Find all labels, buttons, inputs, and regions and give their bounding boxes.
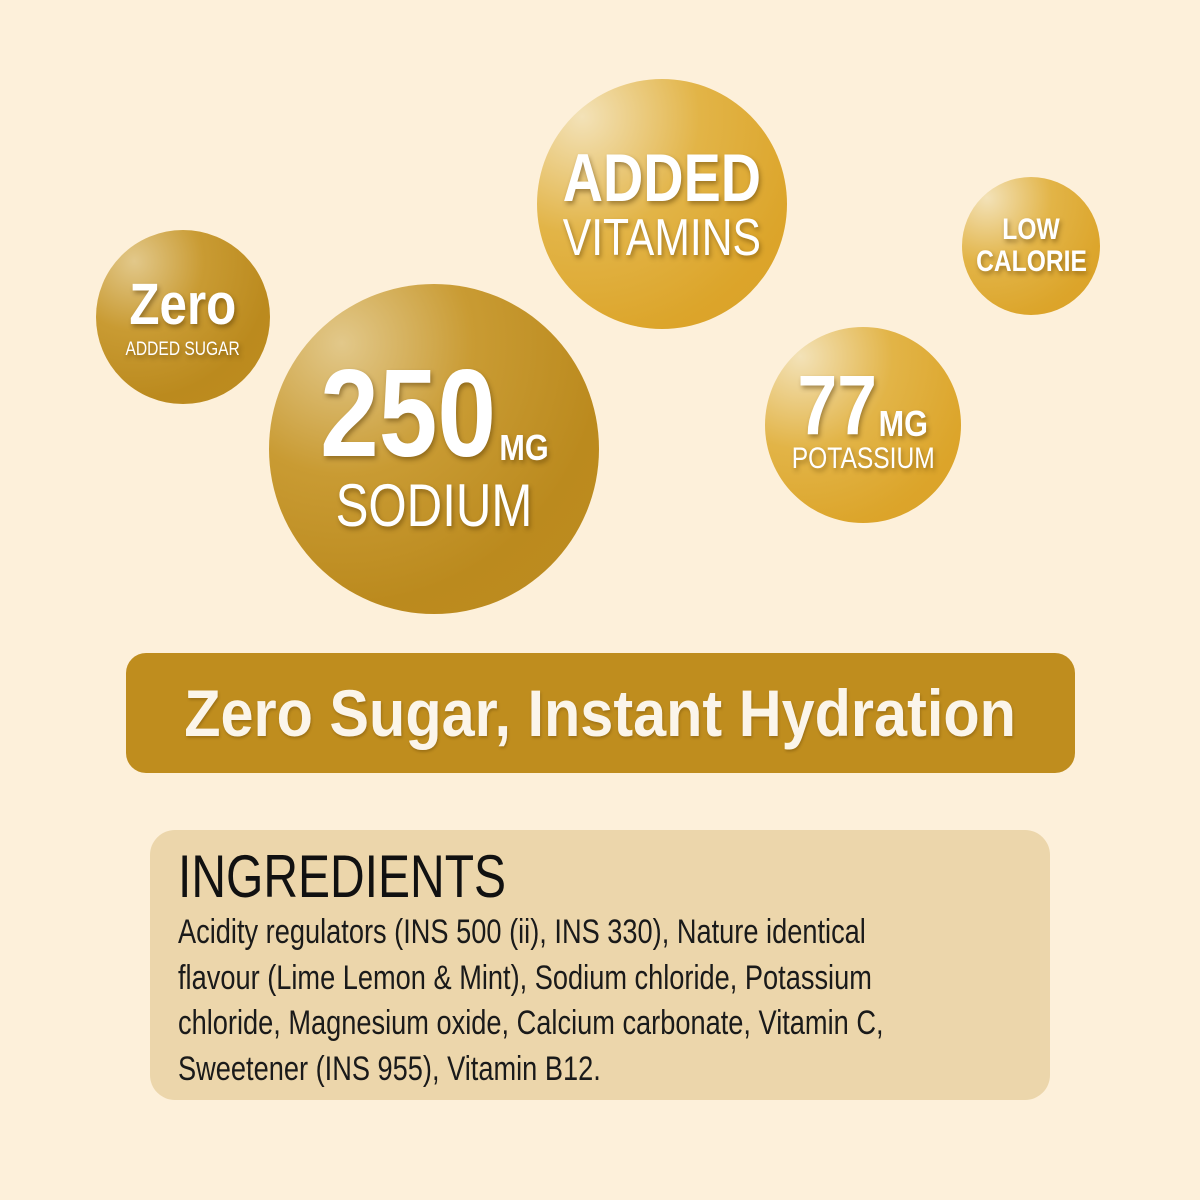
vitamins-line2: VITAMINS: [562, 209, 762, 267]
potassium-unit: MG: [878, 402, 929, 444]
low-calorie-badge: LOW CALORIE: [962, 177, 1100, 315]
potassium-label: POTASSIUM: [791, 441, 935, 475]
ingredients-panel: INGREDIENTS Acidity regulators (INS 500 …: [150, 830, 1050, 1100]
ingredients-line: chloride, Magnesium oxide, Calcium carbo…: [178, 1004, 884, 1042]
ingredients-line: flavour (Lime Lemon & Mint), Sodium chlo…: [178, 958, 872, 997]
zero-added-sugar-badge: Zero ADDED SUGAR: [96, 230, 270, 404]
badge-added-sugar-text: ADDED SUGAR: [125, 338, 241, 360]
vitamins-line1: ADDED: [562, 140, 762, 216]
ingredients-list: Acidity regulators (INS 500 (ii), INS 33…: [178, 910, 1060, 1092]
potassium-badge: 77 MG POTASSIUM: [765, 327, 961, 523]
sodium-value: 250: [319, 345, 496, 483]
sodium-label: SODIUM: [335, 472, 533, 539]
potassium-value: 77: [797, 358, 878, 453]
sodium-badge: 250 MG SODIUM: [269, 284, 599, 614]
ingredients-line: Acidity regulators (INS 500 (ii), INS 33…: [178, 913, 866, 951]
added-vitamins-badge: ADDED VITAMINS: [537, 79, 787, 329]
sodium-unit: MG: [498, 427, 549, 468]
ingredients-title: INGREDIENTS: [178, 843, 507, 910]
tagline-banner: Zero Sugar, Instant Hydration: [126, 653, 1075, 773]
ingredients-line: Sweetener (INS 955), Vitamin B12.: [178, 1049, 601, 1088]
low-calorie-line1: LOW: [1002, 213, 1060, 246]
badge-zero-text: Zero: [129, 271, 237, 337]
tagline-text: Zero Sugar, Instant Hydration: [184, 676, 1017, 750]
low-calorie-line2: CALORIE: [975, 245, 1087, 278]
